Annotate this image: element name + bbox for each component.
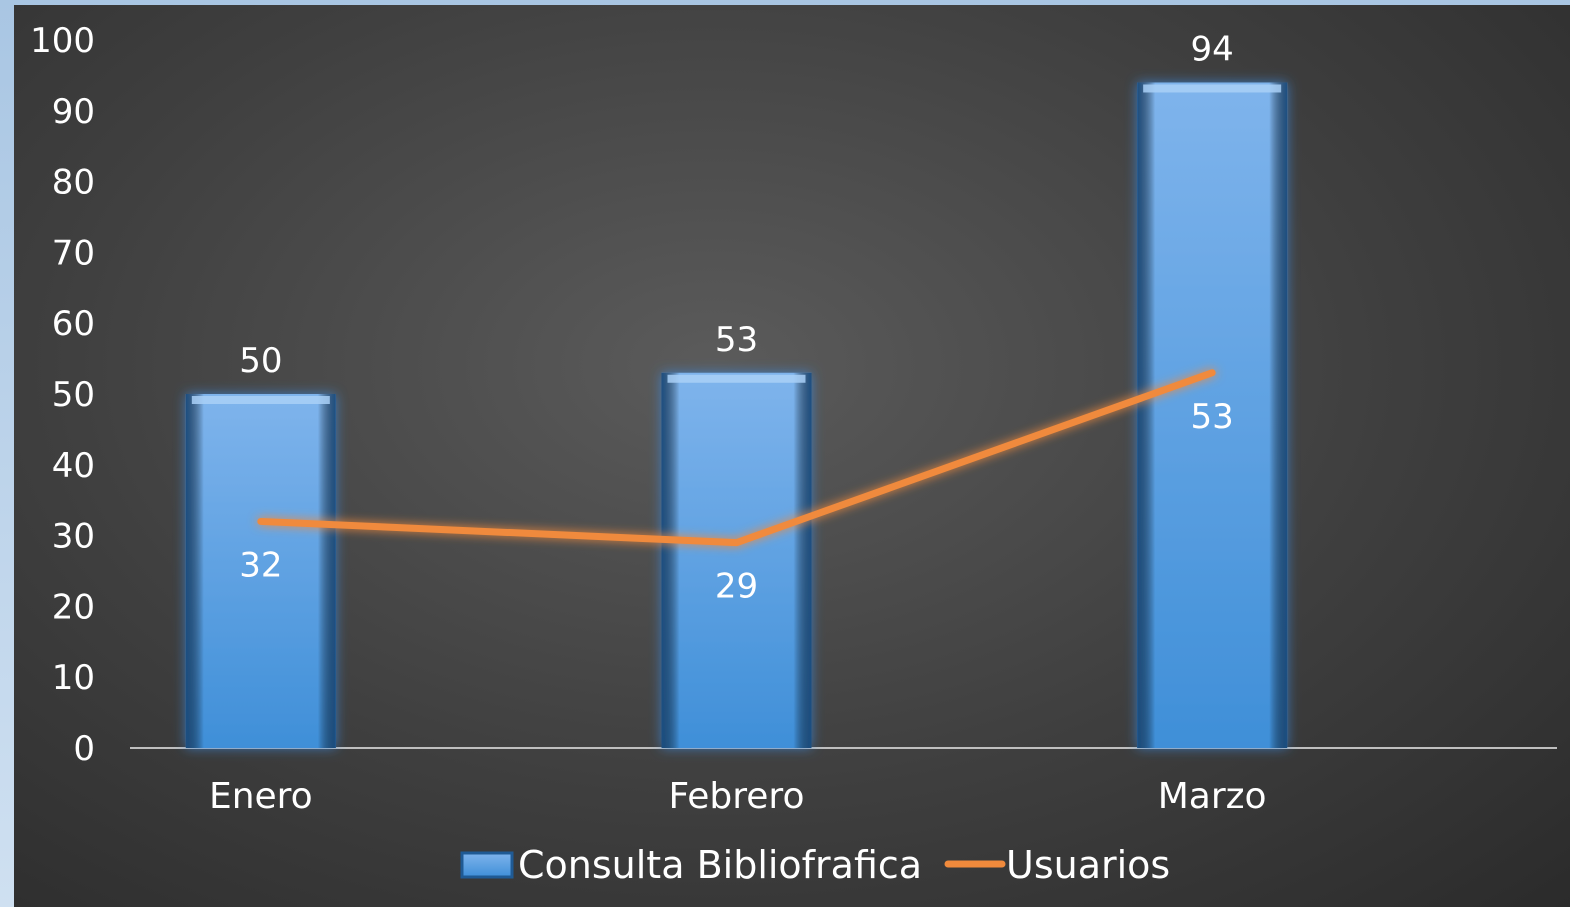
bar-series (185, 82, 1288, 749)
y-tick-label: 80 (52, 163, 95, 203)
bar-bevel (185, 394, 336, 748)
bar-value-label: 53 (715, 320, 758, 360)
line-value-label: 32 (239, 545, 282, 585)
legend-label-line: Usuarios (1006, 843, 1170, 887)
bar-highlight (191, 396, 330, 404)
legend-swatch-bar (460, 851, 514, 879)
line-value-label: 53 (1191, 397, 1234, 437)
y-tick-label: 60 (52, 304, 95, 344)
bar-value-label: 50 (239, 341, 282, 381)
y-tick-label: 20 (52, 587, 95, 627)
bar-highlight (1143, 84, 1282, 93)
y-tick-label: 0 (73, 729, 95, 769)
y-tick-label: 10 (52, 658, 95, 698)
bar-value-label: 94 (1191, 29, 1234, 69)
y-tick-label: 100 (30, 21, 95, 61)
data-labels: 50 53 94 32 29 53 (239, 29, 1234, 606)
y-axis: 0 10 20 30 40 50 60 70 80 90 100 (30, 21, 95, 769)
legend-label-bar: Consulta Bibliofrafica (518, 843, 922, 887)
bar-febrero (661, 372, 812, 748)
x-tick-label: Febrero (669, 776, 805, 817)
line-value-label: 29 (715, 567, 758, 607)
usuarios-line (257, 369, 1216, 547)
bar-bevel (661, 372, 812, 748)
y-tick-label: 30 (52, 517, 95, 557)
y-tick-label: 40 (52, 446, 95, 486)
y-tick-label: 70 (52, 233, 95, 273)
bar-highlight (667, 374, 806, 383)
bar-marzo (1137, 82, 1288, 749)
bar-enero (185, 394, 336, 748)
line-series (257, 369, 1216, 547)
y-tick-label: 50 (52, 375, 95, 415)
x-axis: Enero Febrero Marzo (209, 776, 1267, 817)
x-tick-label: Marzo (1158, 776, 1267, 817)
legend-item-line: Usuarios (944, 843, 1170, 887)
bar-bevel (1137, 82, 1288, 749)
legend-item-bar: Consulta Bibliofrafica (460, 843, 922, 887)
y-tick-label: 90 (52, 92, 95, 132)
x-tick-label: Enero (209, 776, 313, 817)
legend: Consulta Bibliofrafica Usuarios (460, 843, 1170, 887)
